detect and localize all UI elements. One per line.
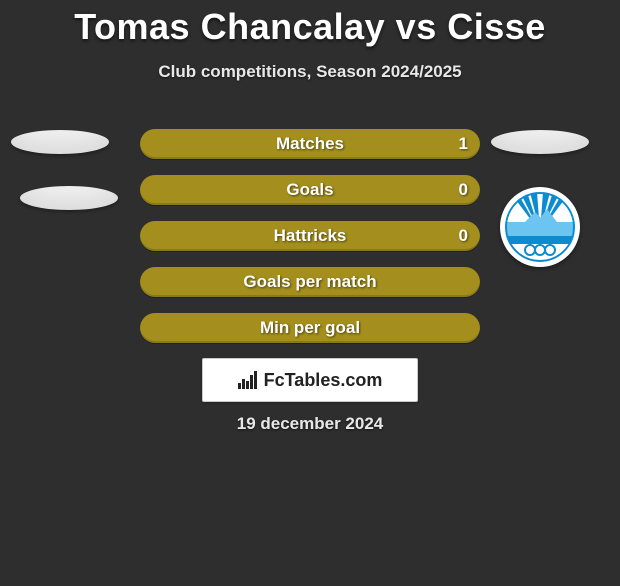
page-subtitle: Club competitions, Season 2024/2025 (0, 62, 620, 82)
stat-right-value: 1 (459, 134, 468, 154)
footer-date: 19 december 2024 (0, 414, 620, 434)
stat-row: Goals per match (140, 267, 480, 297)
club-badge-icon (505, 192, 575, 262)
stat-row: Matches 1 (140, 129, 480, 159)
stat-row: Min per goal (140, 313, 480, 343)
brand-logo-text: FcTables.com (238, 370, 383, 391)
player-right-oval (491, 130, 589, 154)
stat-right-value: 0 (459, 226, 468, 246)
player-left-oval-2 (20, 186, 118, 210)
brand-logo-label: FcTables.com (264, 370, 383, 390)
page-title: Tomas Chancalay vs Cisse (0, 6, 620, 48)
stat-bars: Matches 1 Goals 0 Hattricks 0 Goals per match M… (140, 129, 480, 359)
stat-right-value: 0 (459, 180, 468, 200)
stat-label: Matches (276, 134, 344, 154)
stat-label: Min per goal (260, 318, 360, 338)
stat-row: Goals 0 (140, 175, 480, 205)
stat-label: Goals (286, 180, 333, 200)
stat-label: Goals per match (243, 272, 376, 292)
player-right-club-badge (500, 187, 580, 267)
brand-logo: FcTables.com (202, 358, 418, 402)
player-left-oval-1 (11, 130, 109, 154)
stat-label: Hattricks (274, 226, 347, 246)
stat-row: Hattricks 0 (140, 221, 480, 251)
bars-icon (238, 371, 260, 389)
